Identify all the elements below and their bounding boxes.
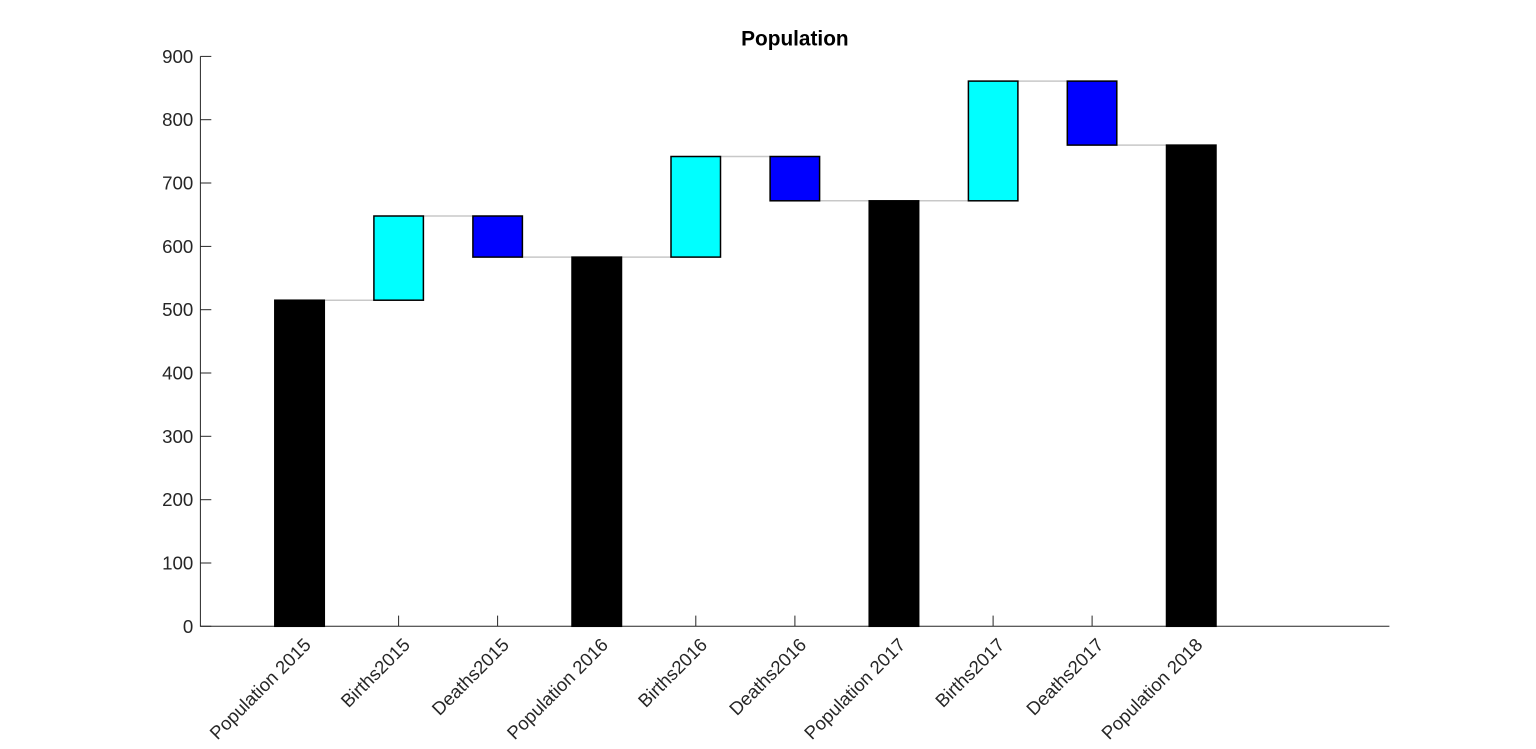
svg-text:0: 0 xyxy=(183,616,193,637)
svg-text:900: 900 xyxy=(162,46,193,67)
svg-text:500: 500 xyxy=(162,299,193,320)
svg-text:Population: Population xyxy=(741,28,848,51)
svg-text:200: 200 xyxy=(162,489,193,510)
svg-text:800: 800 xyxy=(162,109,193,130)
svg-text:300: 300 xyxy=(162,426,193,447)
svg-text:100: 100 xyxy=(162,553,193,574)
svg-text:400: 400 xyxy=(162,363,193,384)
svg-text:700: 700 xyxy=(162,173,193,194)
svg-text:600: 600 xyxy=(162,236,193,257)
